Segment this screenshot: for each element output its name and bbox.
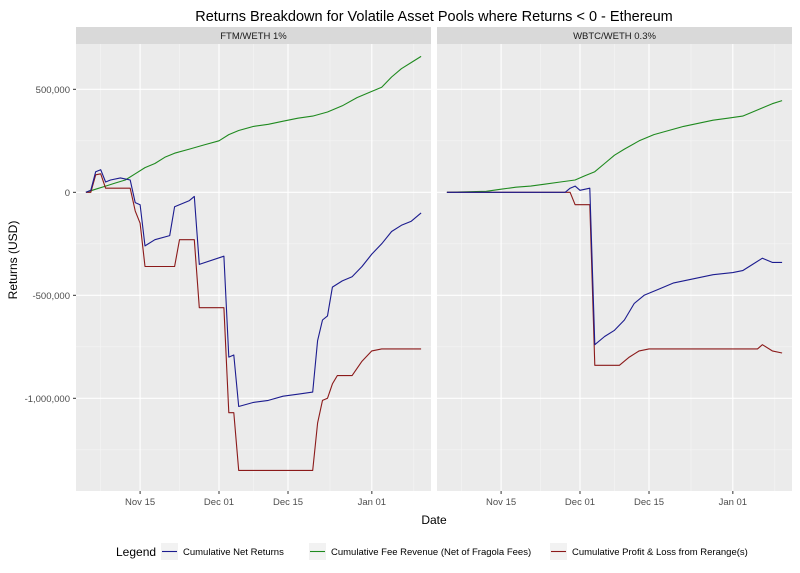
series-line-fee [446,100,783,193]
legend-label: Cumulative Profit & Loss from Rerange(s) [572,547,748,558]
y-tick-label: 500,000 [36,85,70,96]
x-tick-label: Nov 15 [486,497,516,508]
series-line-net [85,169,422,408]
y-tick-label: -1,000,000 [25,394,70,405]
legend: Legend Cumulative Net Returns Cumulative … [116,543,748,560]
series-line-fee [85,55,422,193]
legend-item-pnl: Cumulative Profit & Loss from Rerange(s) [550,543,748,560]
y-axis-title: Returns (USD) [6,221,20,300]
facet-strip-label: WBTC/WETH 0.3% [573,31,656,42]
series-line-pnl [446,191,783,366]
legend-item-fee: Cumulative Fee Revenue (Net of Fragola F… [309,543,531,560]
legend-label: Cumulative Fee Revenue (Net of Fragola F… [331,547,531,558]
y-tick-label: 0 [65,188,70,199]
x-axis-title: Date [421,513,447,527]
x-tick-label: Dec 01 [565,497,595,508]
facet-strip [76,27,431,44]
legend-label: Cumulative Net Returns [183,547,284,558]
series-line-net [446,185,783,346]
legend-title: Legend [116,545,156,559]
legend-item-net: Cumulative Net Returns [161,543,284,560]
facet-strip [437,27,792,44]
y-tick-label: -500,000 [32,291,70,302]
facet-panels: FTM/WETH 1% WBTC/WETH 0.3% [76,27,792,491]
facet-panel: WBTC/WETH 0.3% [437,27,792,491]
chart-title: Returns Breakdown for Volatile Asset Poo… [195,9,673,25]
x-axes: Nov 15 Dec 01 Dec 15 Jan 01 Nov 15 Dec 01 Dec … [125,491,747,508]
y-axis: 500,000 0 -500,000 -1,000,000 [25,85,76,405]
x-tick-label: Jan 01 [358,497,387,508]
facet-strip-label: FTM/WETH 1% [220,31,287,42]
x-tick-label: Dec 15 [273,497,303,508]
x-tick-label: Dec 01 [204,497,234,508]
facet-panel: FTM/WETH 1% [76,27,431,491]
series-line-pnl [85,173,422,471]
x-tick-label: Nov 15 [125,497,155,508]
x-tick-label: Jan 01 [719,497,748,508]
x-tick-label: Dec 15 [634,497,664,508]
